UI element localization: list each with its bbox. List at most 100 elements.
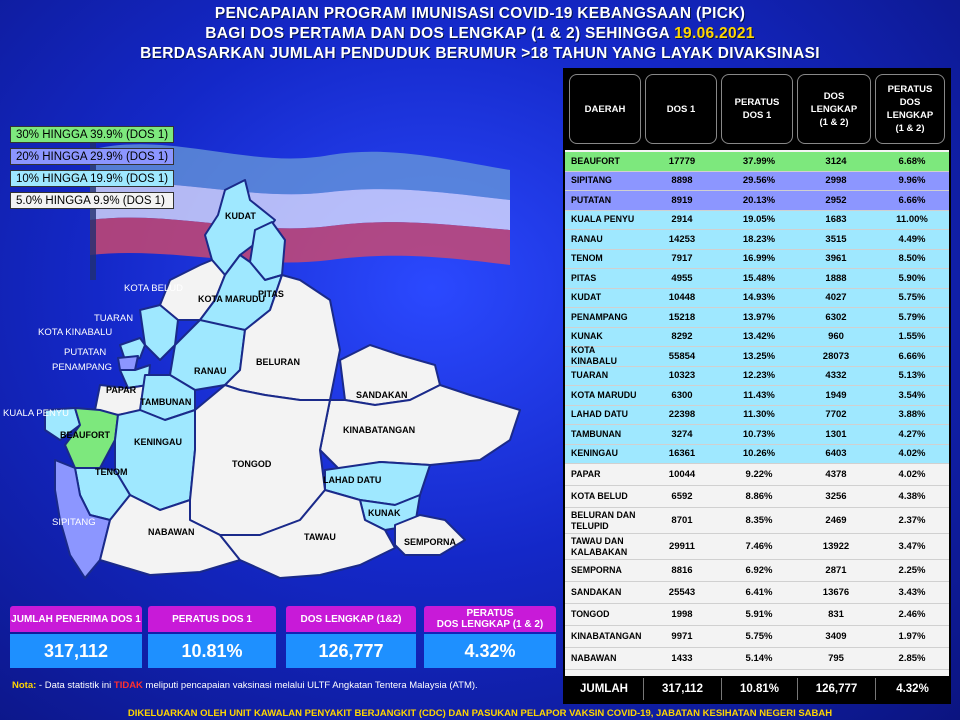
header-daerah: DAERAH [569,74,641,144]
title-line-1: PENCAPAIAN PROGRAM IMUNISASI COVID-19 KE… [214,5,746,22]
table-row: PAPAR 10044 9.22% 4378 4.02% [565,464,949,486]
footer-credit: DIKELUARKAN OLEH UNIT KAWALAN PENYAKIT B… [127,708,833,719]
cell-value: 20.13% [742,194,776,206]
table-row: TAMBUNAN 3274 10.73% 1301 4.27% [565,425,949,445]
card-jumlah-dos1-value: 317,112 [10,634,142,668]
cell-value: 5.75% [745,631,773,642]
map-label-beluran: BELURAN [256,357,300,367]
cell-value: 1301 [825,428,847,440]
total-dos1: 317,112 [643,678,721,700]
cell-value: 831 [828,609,844,620]
table-row: TENOM 7917 16.99% 3961 8.50% [565,249,949,269]
table-row: KUDAT 10448 14.93% 4027 5.75% [565,288,949,308]
cell-district: TAWAU DAN KALABAKAN [571,535,628,557]
cell-value: 2469 [825,515,847,526]
cell-value: 1683 [825,214,847,226]
legend: 30% HINGGA 39.9% (DOS 1) 20% HINGGA 29.9… [10,126,175,214]
cell-value: 1949 [825,389,847,401]
title-line-2-prefix: BAGI DOS PERTAMA DAN DOS LENGKAP (1 & 2)… [205,25,675,42]
map-label-tenom: TENOM [95,467,128,477]
map-label-sipitang: SIPITANG [52,517,96,528]
cell-value: 8.35% [745,515,773,526]
total-peratus-dos-lengkap: 4.32% [875,678,949,700]
cell-value: 4955 [671,272,693,284]
cell-value: 18.23% [742,233,776,245]
cell-district: PITAS [571,272,597,283]
cell-value: 2.37% [898,515,926,526]
cell-value: 16.99% [742,253,776,265]
card-peratus-dos1-value: 10.81% [148,634,276,668]
cell-value: 3.54% [898,389,926,401]
cell-value: 3256 [825,491,847,502]
cell-value: 4.02% [898,448,926,460]
cell-district: BELURAN DAN TELUPID [571,509,636,531]
card-peratus-dos-lengkap: PERATUS DOS LENGKAP (1 & 2) 4.32% [424,606,556,670]
cell-value: 8701 [671,515,693,526]
cell-value: 12.23% [742,370,776,382]
map-label-keningau: KENINGAU [134,437,183,447]
cell-value: 55854 [668,350,696,362]
table-row: SIPITANG 8898 29.56% 2998 9.96% [565,171,949,191]
note-key: Nota: [12,680,37,691]
total-peratus-dos1: 10.81% [721,678,797,700]
cell-value: 4.27% [898,428,926,440]
cell-value: 3.47% [898,541,926,552]
card-dos-lengkap-header: DOS LENGKAP (1&2) [286,606,416,632]
cell-district: KENINGAU [571,448,618,459]
cell-value: 6.41% [745,587,773,598]
cell-value: 6.66% [898,350,926,362]
cell-district: SEMPORNA [571,565,622,575]
cell-value: 5.91% [745,609,773,620]
note-after: meliputi pencapaian vaksinasi melalui UL… [142,680,478,691]
cell-value: 7.46% [745,541,773,552]
cell-value: 10.26% [742,448,776,460]
map-label-kota-kinabalu: KOTA KINABALU [38,327,113,338]
cell-value: 2952 [825,194,847,206]
cell-value: 9.96% [898,175,926,187]
cell-value: 8816 [671,565,693,576]
table-row: PENAMPANG 15218 13.97% 6302 5.79% [565,308,949,328]
table-row: NABAWAN 1433 5.14% 795 2.85% [565,648,949,670]
cell-value: 29.56% [742,175,776,187]
map-label-semporna: SEMPORNA [404,537,457,547]
table-row: RANAU 14253 18.23% 3515 4.49% [565,230,949,250]
cell-value: 6403 [825,448,847,460]
cell-value: 10044 [668,469,696,480]
cell-value: 3409 [825,631,847,642]
table-row: KENINGAU 16361 10.26% 6403 4.02% [565,444,949,464]
cell-value: 4378 [825,469,847,480]
table-row: PUTATAN 8919 20.13% 2952 6.66% [565,191,949,211]
card-peratus-dos-lengkap-value: 4.32% [424,634,556,668]
table-row: KOTA KINABALU 55854 13.25% 28073 6.66% [565,345,949,367]
card-jumlah-dos1-header: JUMLAH PENERIMA DOS 1 [10,606,142,632]
cell-value: 10448 [668,292,696,304]
cell-value: 15218 [668,311,696,323]
cell-district: KOTA KINABALU [571,345,617,367]
cell-district: KOTA BELUD [571,491,628,501]
cell-value: 4.02% [898,469,926,480]
header-peratus-dos-lengkap: PERATUS DOS LENGKAP (1 & 2) [875,74,945,144]
cell-value: 19.05% [742,214,776,226]
table-row: KUNAK 8292 13.42% 960 1.55% [565,327,949,347]
title-date: 19.06.2021 [674,25,755,42]
table-header: DAERAH DOS 1 PERATUS DOS 1 DOS LENGKAP (… [565,70,949,150]
cell-value: 6.66% [898,194,926,206]
cell-value: 11.43% [743,389,775,401]
table-row: KINABATANGAN 9971 5.75% 3409 1.97% [565,626,949,648]
cell-value: 28073 [822,350,850,362]
total-label: JUMLAH [580,683,628,695]
header-dos-lengkap: DOS LENGKAP (1 & 2) [797,74,871,144]
cell-value: 5.14% [745,653,773,664]
title-line-3: BERDASARKAN JUMLAH PENDUDUK BERUMUR >18 … [140,45,820,62]
cell-district: TAMBUNAN [571,428,622,439]
cell-value: 2.46% [898,609,926,620]
legend-item-20: 20% HINGGA 29.9% (DOS 1) [10,148,175,165]
cell-value: 4.49% [898,233,926,245]
cell-district: PUTATAN [571,194,612,205]
cell-value: 13.42% [742,331,776,343]
cell-value: 9.22% [745,469,773,480]
cell-value: 6.68% [898,155,926,167]
cell-value: 1998 [671,609,693,620]
cell-value: 3124 [825,155,847,167]
map-label-tawau: TAWAU [304,532,336,542]
